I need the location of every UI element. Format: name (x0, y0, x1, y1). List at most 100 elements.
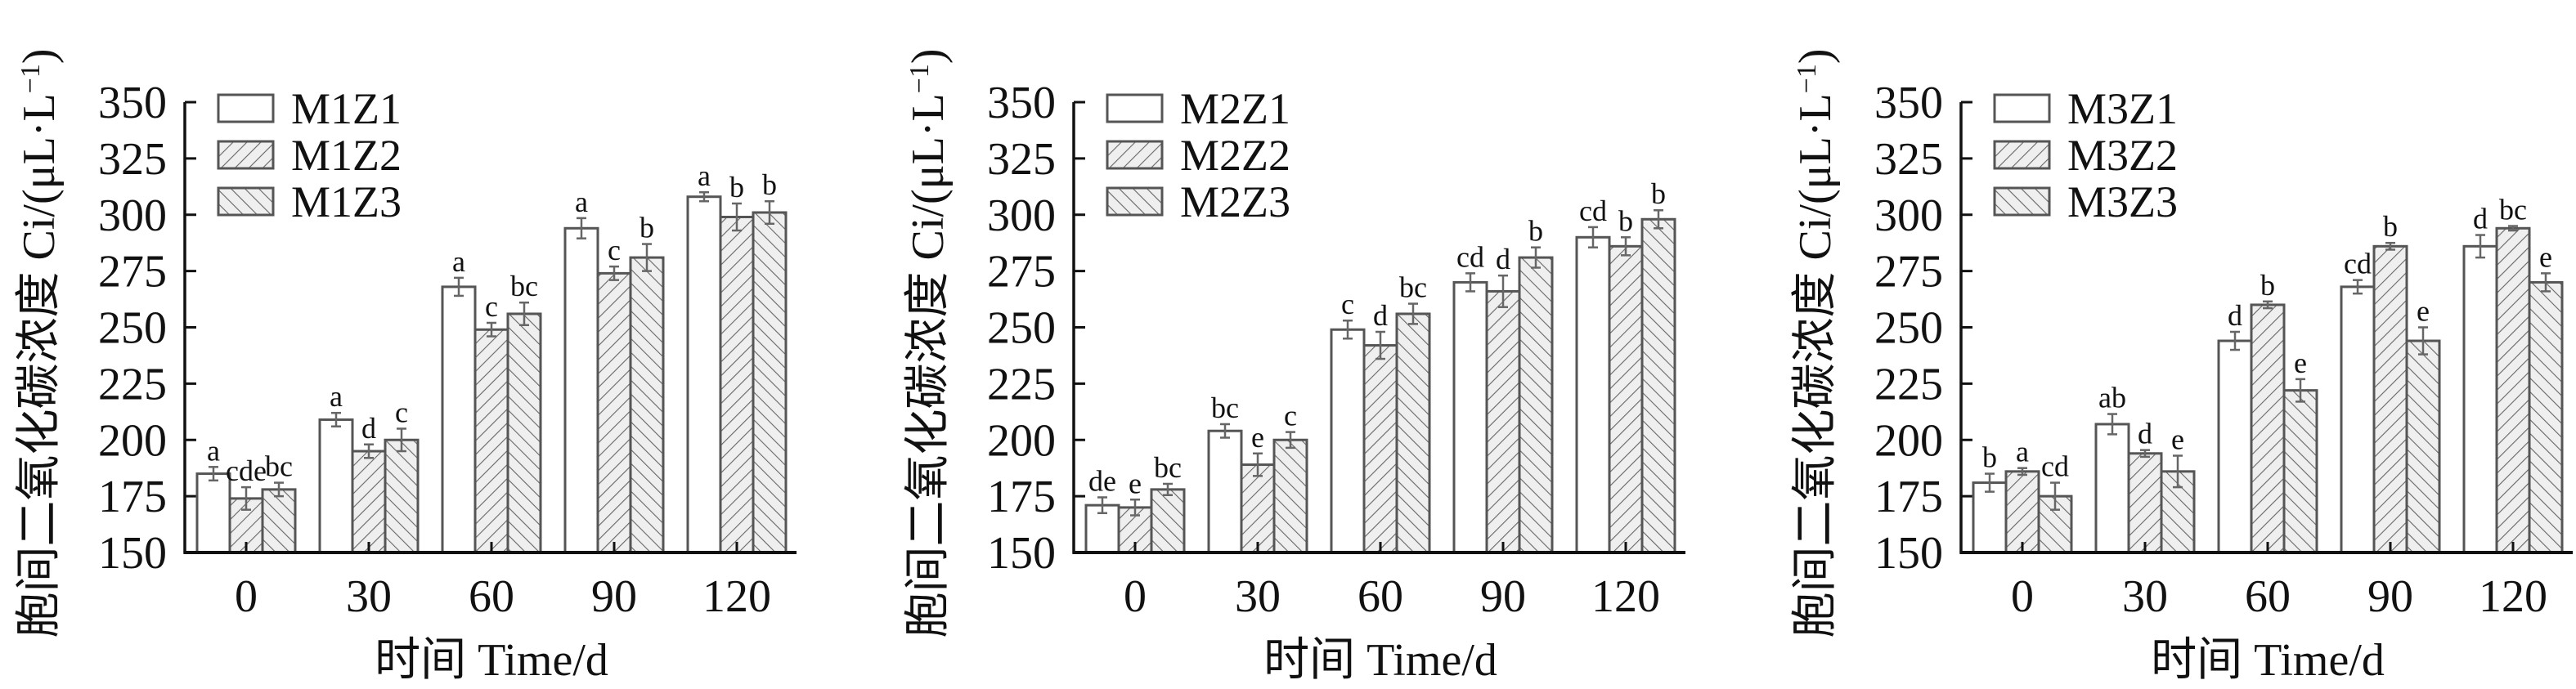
bar-M2Z2-30 (1240, 463, 1276, 554)
legend-label: M1Z1 (291, 84, 402, 133)
legend-label: M3Z2 (2067, 131, 2178, 180)
bar-M1Z1-60 (441, 285, 477, 554)
significance-label: c (395, 396, 408, 428)
bar-M3Z1-30 (2094, 423, 2130, 554)
y-tick-label: 225 (1874, 359, 1943, 409)
bar-M3Z3-60 (2282, 389, 2318, 554)
x-axis-title: 时间 Time/d (2151, 635, 2385, 685)
significance-label: b (1618, 204, 1633, 237)
significance-label: cde (226, 454, 267, 487)
significance-label: d (1496, 243, 1510, 275)
x-tick-label: 0 (2011, 571, 2034, 622)
x-tick-label: 30 (2122, 571, 2168, 622)
significance-label: b (1982, 441, 1997, 474)
y-tick-label: 250 (98, 303, 167, 354)
y-tick-label: 200 (1874, 415, 1943, 466)
significance-label: b (2383, 210, 2398, 243)
legend-swatch-M2Z3 (1106, 186, 1164, 217)
bar-M2Z2-60 (1362, 344, 1398, 554)
y-tick-label: 300 (1874, 190, 1943, 241)
significance-label: a (207, 434, 220, 467)
y-tick-label: 275 (987, 247, 1056, 298)
y-axis-title-main: 胞间二氧化碳浓度 Ci/(μL·L (903, 93, 954, 638)
bar-M2Z2-120 (1608, 244, 1644, 554)
bar-M3Z1-90 (2340, 285, 2376, 554)
significance-label: bc (510, 270, 538, 302)
y-tick-label: 350 (1874, 78, 1943, 128)
y-tick-label: 225 (98, 359, 167, 409)
x-tick-label: 30 (1235, 571, 1281, 622)
significance-label: a (330, 380, 343, 413)
bar-M2Z3-30 (1272, 438, 1308, 554)
x-tick-label: 30 (346, 571, 392, 622)
significance-label: b (729, 171, 744, 204)
y-tick-label: 250 (1874, 303, 1943, 354)
significance-label: a (2016, 436, 2029, 468)
x-tick-label: 90 (591, 571, 637, 622)
bar-M1Z3-0 (261, 488, 297, 554)
bar-M3Z2-0 (2004, 470, 2040, 554)
significance-label: c (1284, 400, 1297, 432)
y-axis-title-sup: −1 (1792, 64, 1822, 93)
significance-label: a (452, 245, 465, 278)
y-tick-label: 225 (987, 359, 1056, 409)
legend-swatch-M2Z2 (1106, 140, 1164, 170)
y-tick-label: 325 (987, 134, 1056, 185)
significance-label: e (2171, 423, 2184, 456)
y-tick-label: 300 (987, 190, 1056, 241)
bar-M1Z2-120 (719, 216, 755, 554)
y-tick-label: 325 (1874, 134, 1943, 185)
bar-M3Z1-120 (2462, 244, 2498, 554)
legend-label: M3Z3 (2067, 177, 2178, 226)
significance-label: d (2228, 299, 2242, 332)
legend-swatch-M3Z3 (1993, 186, 2051, 217)
significance-label: b (640, 212, 654, 244)
significance-label: b (1651, 177, 1666, 210)
y-axis-title-sup: −1 (16, 64, 46, 93)
legend-label: M3Z1 (2067, 84, 2178, 133)
significance-label: a (575, 186, 588, 218)
bar-M2Z3-0 (1150, 488, 1186, 554)
bar-M1Z1-90 (563, 226, 599, 554)
y-axis-title-main: 胞间二氧化碳浓度 Ci/(μL·L (1790, 93, 1841, 638)
x-tick-label: 120 (2479, 571, 2547, 622)
y-axis-title-close: ) (1790, 48, 1841, 64)
significance-label: a (698, 159, 711, 192)
bar-M2Z1-120 (1575, 235, 1611, 554)
bar-M2Z3-60 (1395, 312, 1431, 554)
bar-M1Z3-120 (752, 211, 788, 554)
y-tick-label: 150 (987, 528, 1056, 579)
y-axis-title-main: 胞间二氧化碳浓度 Ci/(μL·L (14, 93, 65, 638)
y-tick-label: 350 (987, 78, 1056, 128)
bar-M3Z2-60 (2250, 303, 2286, 554)
x-tick-label: 90 (2367, 571, 2413, 622)
x-tick-label: 60 (469, 571, 514, 622)
y-tick-label: 325 (98, 134, 167, 185)
significance-label: cd (2344, 248, 2372, 280)
significance-label: e (2417, 295, 2430, 328)
significance-label: bc (1154, 451, 1182, 484)
bar-M1Z2-60 (473, 328, 509, 554)
y-axis-title: 胞间二氧化碳浓度 Ci/(μL·L−1) (903, 48, 954, 638)
bar-M2Z3-90 (1518, 256, 1554, 554)
bar-M3Z2-30 (2127, 452, 2163, 554)
significance-label: c (608, 234, 621, 266)
y-axis-title: 胞间二氧化碳浓度 Ci/(μL·L−1) (1790, 48, 1841, 638)
y-axis-title-close: ) (14, 48, 65, 64)
bar-M3Z3-90 (2405, 339, 2441, 554)
significance-label: cd (2041, 450, 2069, 483)
significance-label: de (1088, 465, 1116, 498)
y-tick-label: 275 (1874, 247, 1943, 298)
y-tick-label: 350 (98, 78, 167, 128)
legend-swatch-M1Z1 (217, 93, 275, 123)
legend-swatch-M1Z3 (217, 186, 275, 217)
significance-label: e (1129, 467, 1142, 499)
x-axis-title: 时间 Time/d (375, 635, 608, 685)
significance-label: d (1373, 299, 1388, 332)
bar-M2Z3-120 (1640, 217, 1676, 554)
